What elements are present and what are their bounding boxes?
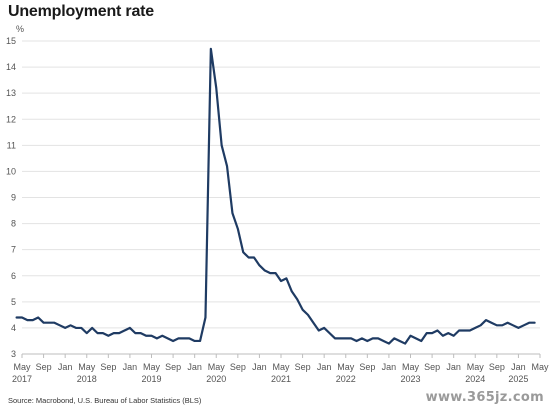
x-tick-year: 2022: [336, 374, 356, 384]
y-tick-label: 14: [6, 62, 16, 72]
y-tick-label: 5: [11, 297, 16, 307]
x-tick-year: 2025: [508, 374, 528, 384]
x-tick-month: Jan: [317, 362, 332, 372]
x-tick-year: 2017: [12, 374, 32, 384]
x-tick-month: Sep: [295, 362, 311, 372]
watermark: www.365jz.com: [425, 390, 544, 405]
y-tick-label: 8: [11, 219, 16, 229]
x-tick-month: Sep: [230, 362, 246, 372]
x-tick-month: May: [13, 362, 31, 372]
y-tick-label: 3: [11, 349, 16, 359]
x-tick-month: Jan: [511, 362, 526, 372]
x-tick-month: Sep: [100, 362, 116, 372]
x-tick-year: 2020: [206, 374, 226, 384]
x-tick-month: Sep: [36, 362, 52, 372]
x-tick-month: Sep: [424, 362, 440, 372]
y-tick-label: 15: [6, 36, 16, 46]
x-tick-month: Sep: [489, 362, 505, 372]
y-tick-label: 6: [11, 271, 16, 281]
x-tick-year: 2024: [465, 374, 485, 384]
x-tick-month: May: [272, 362, 290, 372]
x-tick-month: Jan: [382, 362, 397, 372]
series-line: [15, 47, 536, 345]
x-tick-month: Jan: [123, 362, 138, 372]
x-tick-month: Jan: [446, 362, 461, 372]
x-tick-month: May: [78, 362, 96, 372]
y-tick-label: 4: [11, 323, 16, 333]
x-tick-year: 2021: [271, 374, 291, 384]
x-tick-month: Jan: [187, 362, 202, 372]
chart-title: Unemployment rate: [8, 3, 154, 20]
y-tick-label: 11: [7, 140, 16, 150]
y-tick-label: 12: [6, 114, 16, 124]
x-tick-month: Jan: [252, 362, 267, 372]
x-tick-month: May: [531, 362, 549, 372]
y-tick-label: 13: [6, 88, 16, 98]
y-tick-label: 10: [6, 166, 16, 176]
x-tick-year: 2018: [77, 374, 97, 384]
x-tick-month: May: [467, 362, 485, 372]
y-tick-label: 7: [11, 245, 16, 255]
x-tick-month: May: [337, 362, 355, 372]
x-tick-month: Sep: [165, 362, 181, 372]
source-note: Source: Macrobond, U.S. Bureau of Labor …: [8, 396, 202, 405]
x-tick-month: Jan: [58, 362, 73, 372]
x-tick-year: 2019: [141, 374, 161, 384]
y-tick-label: 9: [11, 193, 16, 203]
x-tick-month: May: [208, 362, 226, 372]
x-tick-month: May: [402, 362, 420, 372]
x-tick-month: Sep: [359, 362, 375, 372]
x-tick-month: May: [143, 362, 161, 372]
x-tick-year: 2023: [400, 374, 420, 384]
y-unit-label: %: [16, 24, 24, 34]
